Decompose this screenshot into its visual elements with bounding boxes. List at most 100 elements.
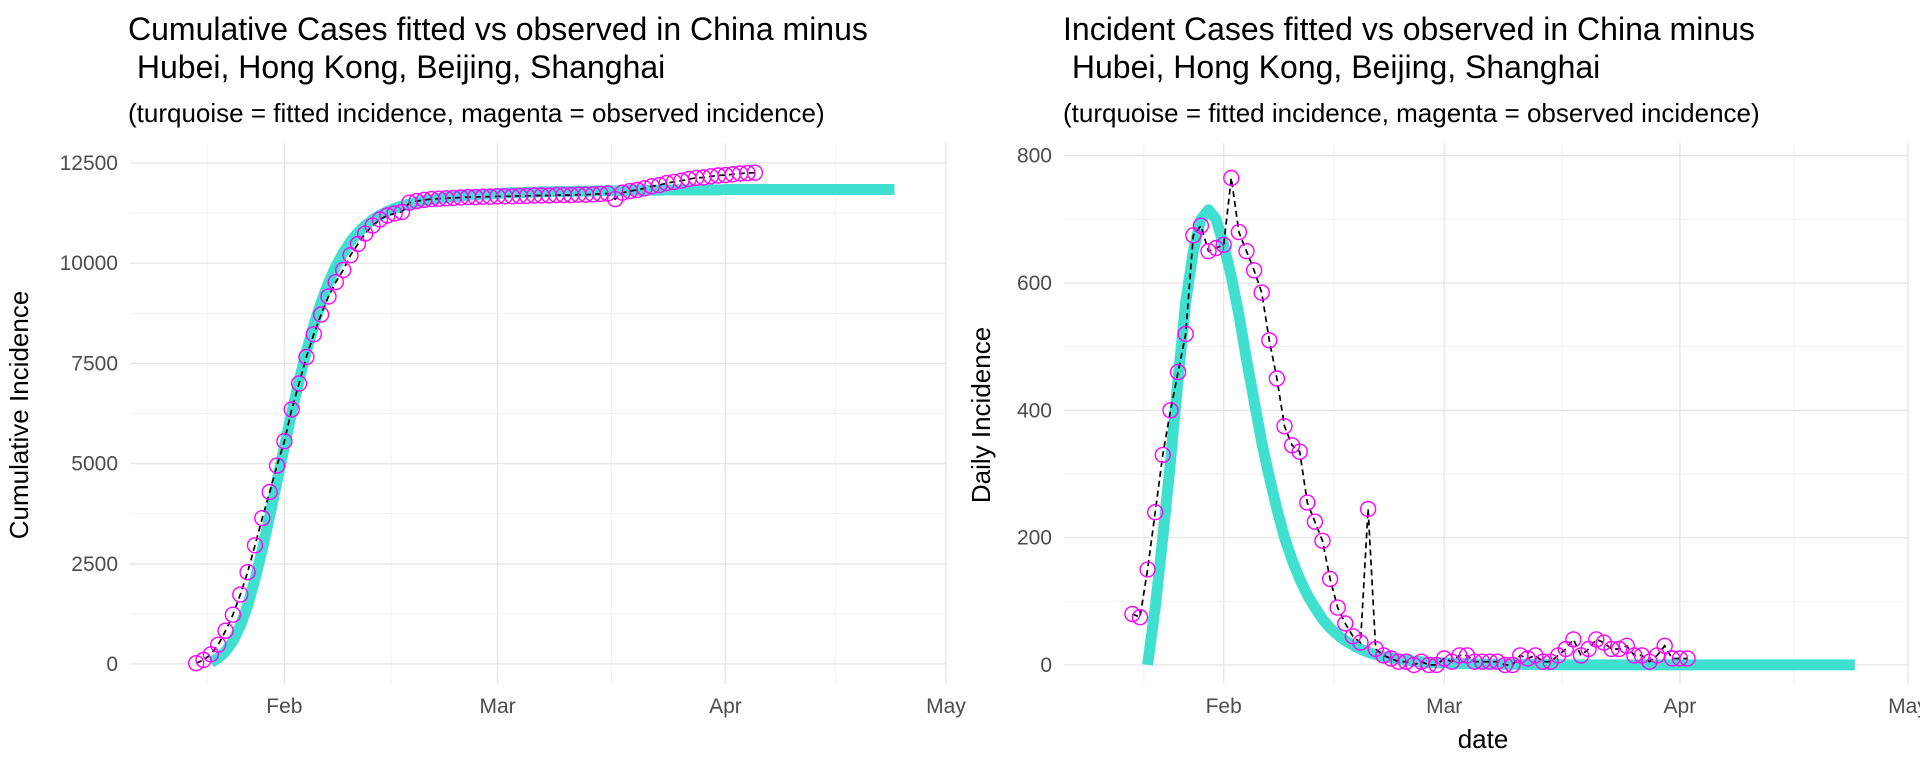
observed-point — [1299, 494, 1316, 511]
observed-point — [283, 401, 300, 418]
observed-point — [232, 586, 249, 603]
observed-point — [312, 306, 330, 323]
x-axis-ticks: Feb Mar Apr May — [1206, 695, 1920, 718]
observed-point — [290, 375, 308, 392]
observed-point — [224, 606, 242, 623]
incident-cases-chart: Incident Cases fitted vs observed in Chi… — [966, 11, 1920, 754]
observed-point — [1245, 262, 1263, 279]
observed-point — [187, 655, 205, 672]
observed-point — [1207, 239, 1225, 257]
observed-point — [1496, 656, 1514, 674]
observed-point — [1382, 650, 1400, 667]
y-tick-label: 0 — [106, 653, 118, 676]
chart-subtitle: (turquoise = fitted incidence, magenta =… — [128, 98, 825, 128]
observed-point — [1230, 223, 1248, 241]
chart-title-line-2: Hubei, Hong Kong, Beijing, Shanghai — [128, 49, 665, 85]
observed-point — [592, 185, 609, 203]
observed-point — [1124, 605, 1141, 623]
y-tick-label: 400 — [1017, 399, 1052, 422]
observed-point — [261, 483, 278, 501]
observed-point — [1169, 363, 1187, 381]
observed-point — [298, 348, 315, 366]
chart-title-line-2: Hubei, Hong Kong, Beijing, Shanghai — [1063, 49, 1600, 85]
observed-point — [305, 326, 322, 343]
observed-point — [217, 622, 234, 639]
observed-point — [1146, 504, 1164, 521]
fitted-line — [208, 184, 895, 668]
chart-title-line-1: Cumulative Cases fitted vs observed in C… — [128, 11, 868, 47]
observed-point — [1679, 650, 1696, 667]
y-tick-label: 7500 — [71, 352, 118, 375]
observed-point — [1489, 653, 1506, 670]
observed-point — [1177, 325, 1194, 343]
observed-point — [1268, 370, 1286, 387]
observed-point — [1261, 332, 1278, 349]
fitted-line — [1142, 204, 1855, 671]
observed-point — [1223, 169, 1240, 187]
observed-point — [1215, 236, 1232, 254]
observed-point — [1337, 615, 1354, 632]
observed-point — [1359, 500, 1377, 518]
y-tick-label: 600 — [1017, 272, 1052, 295]
observed-point — [1192, 217, 1210, 234]
observed-point — [1276, 418, 1293, 435]
y-axis-ticks: 0 200 400 600 800 — [1017, 145, 1052, 677]
x-tick-label: May — [1888, 695, 1920, 718]
observed-point — [1253, 284, 1270, 301]
y-axis-title: Cumulative Incidence — [4, 291, 34, 540]
y-tick-label: 200 — [1017, 527, 1052, 550]
observed-point — [1139, 561, 1156, 578]
observed-point — [1565, 631, 1582, 648]
observed-point — [276, 433, 293, 450]
x-tick-label: Apr — [1664, 695, 1697, 718]
observed-point — [342, 246, 359, 264]
observed-point — [1162, 402, 1179, 419]
observed-point — [1200, 242, 1217, 260]
cumulative-cases-chart: Cumulative Cases fitted vs observed in C… — [4, 11, 966, 718]
observed-point — [746, 164, 764, 181]
observed-point — [1519, 650, 1537, 667]
observed-point — [386, 205, 403, 222]
y-tick-label: 10000 — [60, 252, 118, 275]
observed-point — [320, 288, 337, 305]
observed-point — [1603, 640, 1620, 658]
observed-point — [268, 457, 286, 474]
observed-point — [246, 537, 264, 554]
observed-point — [1238, 242, 1255, 260]
fitted-series — [1142, 204, 1855, 671]
y-axis-title: Daily Incidence — [966, 327, 996, 503]
x-tick-label: May — [926, 695, 966, 718]
observed-point — [1610, 640, 1628, 658]
observed-point — [254, 509, 271, 527]
observed-point — [1375, 647, 1392, 664]
observed-point — [1329, 599, 1346, 616]
observed-point — [1131, 609, 1149, 626]
chart-subtitle: (turquoise = fitted incidence, magenta =… — [1063, 98, 1760, 128]
x-tick-label: Feb — [1206, 695, 1242, 718]
observed-point — [1291, 443, 1308, 460]
observed-point — [1671, 650, 1689, 667]
observed-series — [187, 164, 764, 672]
y-tick-label: 800 — [1017, 145, 1052, 168]
observed-point — [1481, 653, 1499, 670]
observed-point — [1626, 647, 1643, 664]
observed-point — [1656, 637, 1673, 654]
observed-series — [1124, 169, 1696, 674]
y-tick-label: 0 — [1040, 654, 1052, 677]
observed-point — [1314, 532, 1331, 549]
x-tick-label: Mar — [1426, 695, 1462, 718]
x-axis-ticks: Feb Mar Apr May — [266, 695, 966, 718]
x-tick-label: Mar — [479, 695, 515, 718]
observed-point — [327, 273, 344, 291]
observed-point — [1451, 647, 1468, 664]
x-tick-label: Feb — [266, 695, 302, 718]
observed-point — [335, 261, 352, 279]
x-tick-label: Apr — [709, 695, 742, 718]
observed-point — [1352, 634, 1369, 651]
chart-title-line-1: Incident Cases fitted vs observed in Chi… — [1063, 11, 1755, 47]
y-axis-ticks: 0 2500 5000 7500 10000 12500 — [60, 152, 118, 676]
observed-point — [239, 564, 256, 581]
observed-point — [739, 164, 756, 182]
plot-grid — [1064, 143, 1909, 684]
